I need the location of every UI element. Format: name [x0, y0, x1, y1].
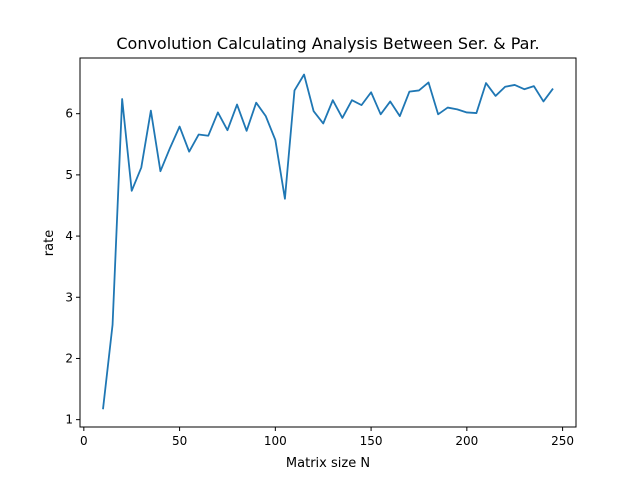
y-tick-label: 5: [65, 168, 73, 182]
y-tick-label: 2: [65, 351, 73, 365]
x-tick-label: 250: [551, 434, 574, 448]
y-tick-label: 1: [65, 413, 73, 427]
plot-area: [102, 73, 554, 410]
y-tick-label: 3: [65, 290, 73, 304]
series-line: [102, 73, 554, 410]
axis-ticks: 0 50 100 150 200 250 1 2 3 4 5 6: [65, 107, 574, 448]
x-tick-label: 0: [80, 434, 88, 448]
x-axis-label: Matrix size N: [286, 456, 370, 471]
y-tick-label: 4: [65, 229, 73, 243]
axes-frame: [79, 57, 577, 428]
x-tick-label: 150: [360, 434, 383, 448]
x-tick-label: 50: [172, 434, 187, 448]
y-axis-label: rate: [42, 230, 57, 256]
chart-title: Convolution Calculating Analysis Between…: [116, 34, 539, 53]
x-tick-label: 100: [264, 434, 287, 448]
y-tick-label: 6: [65, 107, 73, 121]
x-tick-label: 200: [455, 434, 478, 448]
